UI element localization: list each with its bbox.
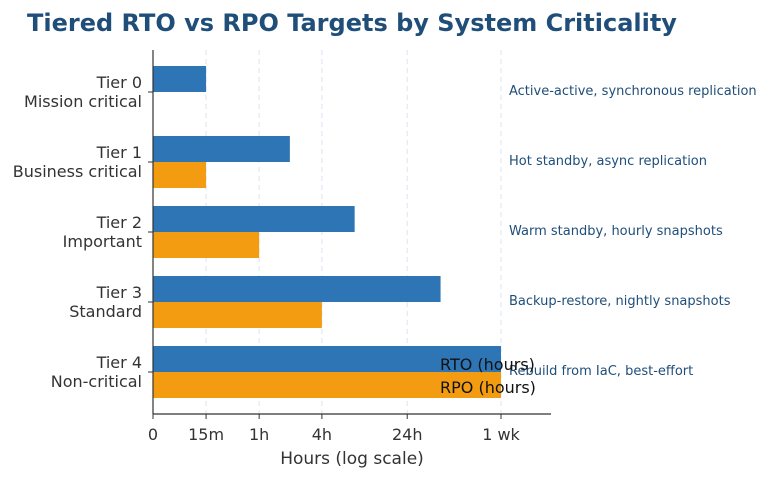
bar-rpo-tier-4 (153, 372, 501, 398)
bar-rto-tier-2 (153, 206, 355, 232)
category-desc-0: Mission critical (24, 92, 142, 111)
annotation-tier-4: Rebuild from IaC, best-effort (509, 364, 693, 379)
annotation-tier-1: Hot standby, async replication (509, 154, 707, 169)
category-tier-3: Tier 3 (96, 283, 142, 302)
bar-rpo-tier-2 (153, 232, 260, 258)
bar-rto-tier-3 (153, 276, 441, 302)
category-tier-4: Tier 4 (96, 353, 142, 372)
bar-rto-tier-0 (153, 66, 207, 92)
legend: RTO (hours) RPO (hours) (395, 355, 536, 397)
bar-rto-tier-1 (153, 136, 290, 162)
category-desc-3: Standard (69, 302, 142, 321)
annotations: Active-active, synchronous replication Ho… (509, 84, 757, 379)
x-tick-label-5: 1 wk (482, 425, 520, 444)
x-tick-label-2: 1h (249, 425, 269, 444)
legend-swatch-0 (395, 359, 427, 371)
bar-rpo-tier-1 (153, 162, 207, 188)
category-tier-2: Tier 2 (96, 213, 142, 232)
annotation-tier-2: Warm standby, hourly snapshots (509, 224, 723, 239)
bar-rpo-tier-3 (153, 302, 322, 328)
legend-label-0: RTO (hours) (440, 355, 535, 374)
legend-label-1: RPO (hours) (440, 378, 536, 397)
category-tier-1: Tier 1 (96, 143, 142, 162)
legend-swatch-1 (395, 382, 427, 394)
bar-rto-tier-4 (153, 346, 501, 372)
x-axis-label: Hours (log scale) (280, 449, 424, 469)
category-tier-0: Tier 0 (96, 73, 142, 92)
x-tick-label-3: 4h (312, 425, 332, 444)
bars (153, 66, 501, 398)
category-desc-2: Important (63, 232, 142, 251)
x-tick-label-0: 0 (148, 425, 158, 444)
x-tick-label-1: 15m (188, 425, 224, 444)
chart-title: Tiered RTO vs RPO Targets by System Crit… (27, 9, 677, 37)
x-tick-label-4: 24h (392, 425, 423, 444)
annotation-tier-3: Backup-restore, nightly snapshots (509, 294, 731, 309)
category-desc-1: Business critical (13, 162, 142, 181)
annotation-tier-0: Active-active, synchronous replication (509, 84, 757, 99)
category-desc-4: Non-critical (51, 372, 142, 391)
